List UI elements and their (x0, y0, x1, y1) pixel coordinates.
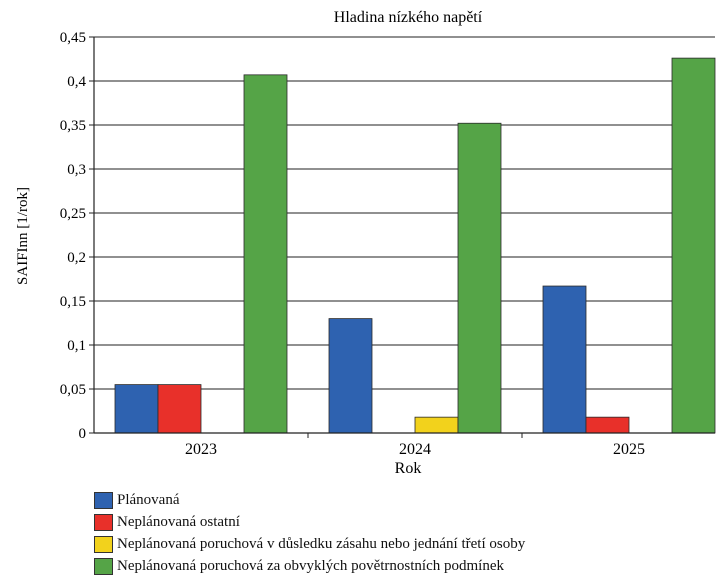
bar-2023-series-1 (114, 384, 159, 434)
bar-2025-series-2 (585, 416, 630, 434)
x-axis-label: Rok (395, 460, 422, 477)
bar-2024-series-4 (457, 122, 502, 434)
bar-2025-series-4 (671, 57, 716, 434)
bar-chart: Hladina nízkého napětí 0 0,05 0,1 0,15 0,2 0,… (15, 9, 716, 477)
bar-2024-series-1 (328, 318, 373, 434)
y-tick-label: 0,15 (60, 294, 86, 310)
y-tick-label: 0,4 (67, 74, 86, 90)
legend-label: Neplánovaná poruchová v důsledku zásahu … (117, 535, 526, 552)
x-tick-label: 2025 (613, 441, 645, 458)
legend-swatch (94, 535, 113, 553)
bar-2023-series-2 (157, 384, 202, 434)
legend-label: Neplánovaná ostatní (117, 513, 240, 530)
legend-item: Neplánovaná poruchová za obvyklých povět… (94, 555, 525, 577)
y-tick-label: 0 (79, 426, 87, 442)
legend-swatch (94, 491, 113, 509)
y-tick-label: 0,1 (67, 338, 86, 354)
bar-2025-series-1 (542, 285, 587, 434)
y-tick-label: 0,45 (60, 30, 86, 46)
x-tick-label: 2023 (185, 441, 217, 458)
chart-title: Hladina nízkého napětí (334, 9, 483, 26)
y-tick-label: 0,25 (60, 206, 86, 222)
legend-swatch (94, 513, 113, 531)
y-axis-label: SAIFInn [1/rok] (15, 187, 31, 285)
legend-label: Neplánovaná poruchová za obvyklých povět… (117, 557, 504, 574)
y-tick-label: 0,2 (67, 250, 86, 266)
legend-label: Plánovaná (117, 491, 180, 508)
legend-swatch (94, 557, 113, 575)
legend-item: Neplánovaná ostatní (94, 511, 525, 533)
legend: Plánovaná Neplánovaná ostatní Neplánovaná … (94, 489, 525, 577)
legend-item: Plánovaná (94, 489, 525, 511)
y-tick-label: 0,35 (60, 118, 86, 134)
y-tick-label: 0,3 (67, 162, 86, 178)
legend-item: Neplánovaná poruchová v důsledku zásahu … (94, 533, 525, 555)
y-tick-label: 0,05 (60, 382, 86, 398)
x-tick-label: 2024 (399, 441, 431, 458)
bar-2023-series-4 (243, 74, 288, 434)
bar-2024-series-3 (414, 416, 459, 434)
